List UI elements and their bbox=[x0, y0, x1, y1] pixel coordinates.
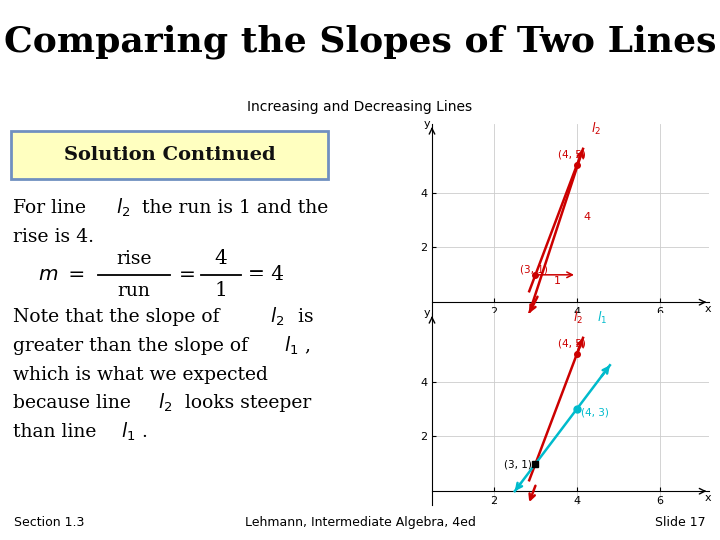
Text: =: = bbox=[179, 265, 195, 285]
Text: .: . bbox=[142, 423, 148, 441]
Text: which is what we expected: which is what we expected bbox=[14, 366, 269, 383]
Text: the run is 1 and the: the run is 1 and the bbox=[136, 199, 328, 217]
Text: Increasing and Decreasing Lines: Increasing and Decreasing Lines bbox=[248, 100, 472, 113]
Text: x: x bbox=[705, 304, 711, 314]
Text: because line: because line bbox=[14, 394, 138, 413]
Text: 1: 1 bbox=[554, 276, 561, 286]
Text: Comparing the Slopes of Two Lines: Comparing the Slopes of Two Lines bbox=[4, 24, 716, 58]
Text: ,: , bbox=[305, 337, 310, 355]
Text: =: = bbox=[63, 265, 86, 285]
Text: (3, 1): (3, 1) bbox=[505, 460, 532, 470]
Text: (3, 1): (3, 1) bbox=[520, 264, 548, 274]
Text: 4: 4 bbox=[583, 212, 590, 222]
Text: $m$: $m$ bbox=[37, 265, 58, 285]
Text: $l_2$: $l_2$ bbox=[591, 120, 601, 137]
Text: Section 1.3: Section 1.3 bbox=[14, 516, 85, 529]
Text: than line: than line bbox=[14, 423, 103, 441]
Text: 1: 1 bbox=[215, 281, 228, 300]
Text: Lehmann, Intermediate Algebra, 4ed: Lehmann, Intermediate Algebra, 4ed bbox=[245, 516, 475, 529]
Text: (4, 5): (4, 5) bbox=[558, 338, 586, 348]
Text: = 4: = 4 bbox=[248, 265, 284, 285]
Text: For line: For line bbox=[14, 199, 92, 217]
Text: Slide 17: Slide 17 bbox=[655, 516, 706, 529]
Text: $l_1$: $l_1$ bbox=[598, 309, 608, 326]
Text: (4, 3): (4, 3) bbox=[581, 408, 609, 418]
Text: y: y bbox=[424, 308, 431, 318]
Text: $l_1$: $l_1$ bbox=[284, 335, 299, 357]
Text: $l_2$: $l_2$ bbox=[270, 306, 284, 328]
Text: $l_2$: $l_2$ bbox=[572, 309, 582, 326]
Text: $l_1$: $l_1$ bbox=[122, 421, 136, 443]
Text: y: y bbox=[424, 119, 431, 129]
Text: greater than the slope of: greater than the slope of bbox=[14, 337, 254, 355]
Text: run: run bbox=[117, 282, 150, 300]
Text: 4: 4 bbox=[215, 249, 228, 268]
Text: rise is 4.: rise is 4. bbox=[14, 227, 94, 246]
Text: x: x bbox=[705, 493, 711, 503]
Text: looks steeper: looks steeper bbox=[179, 394, 311, 413]
Text: $l_2$: $l_2$ bbox=[116, 197, 130, 219]
Text: (4, 5): (4, 5) bbox=[558, 149, 586, 159]
FancyBboxPatch shape bbox=[11, 131, 328, 179]
Text: rise: rise bbox=[116, 250, 152, 268]
Text: Note that the slope of: Note that the slope of bbox=[14, 308, 226, 326]
Text: is: is bbox=[292, 308, 314, 326]
Text: $l_2$: $l_2$ bbox=[158, 392, 173, 414]
Text: Solution Continued: Solution Continued bbox=[64, 146, 276, 164]
